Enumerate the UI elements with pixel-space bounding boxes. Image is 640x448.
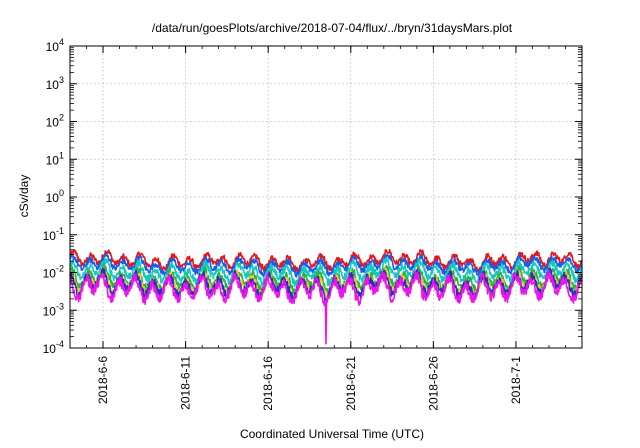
x-tick-label: 2018-7-1	[509, 356, 523, 404]
x-tick-label: 2018-6-6	[96, 356, 110, 404]
series-line-4	[69, 263, 583, 296]
x-axis-label: Coordinated Universal Time (UTC)	[240, 427, 424, 441]
y-tick-label: 102	[46, 113, 64, 130]
y-axis-label: cSv/day	[17, 175, 31, 218]
chart-title: /data/run/goesPlots/archive/2018-07-04/f…	[152, 21, 513, 35]
x-tick-label: 2018-6-11	[179, 356, 193, 410]
series-line-3	[69, 256, 583, 288]
y-tick-label: 101	[46, 150, 64, 167]
x-tick-label: 2018-6-21	[344, 356, 358, 411]
series-line-7	[69, 269, 583, 345]
y-tick-label: 10-1	[43, 226, 64, 243]
series-line-2	[69, 252, 583, 278]
x-tick-label: 2018-6-16	[261, 356, 275, 411]
series-line-1	[69, 248, 583, 274]
x-tick-label: 2018-6-26	[426, 356, 440, 411]
y-tick-label: 10-3	[43, 301, 64, 318]
y-tick-label: 10-2	[43, 264, 64, 281]
plot-frame	[69, 45, 583, 349]
y-tick-label: 104	[46, 37, 64, 54]
y-tick-label: 100	[46, 188, 64, 205]
series-lines	[69, 248, 583, 345]
x-ticks: 2018-6-6 2018-6-11 2018-6-16 2018-6-21 2018-…	[86, 46, 566, 411]
y-tick-label: 103	[46, 75, 64, 92]
y-ticks: 10-4 10-3 10-2 10-1 100 101 102 103 104	[43, 37, 582, 356]
y-tick-label: 10-4	[43, 339, 64, 356]
